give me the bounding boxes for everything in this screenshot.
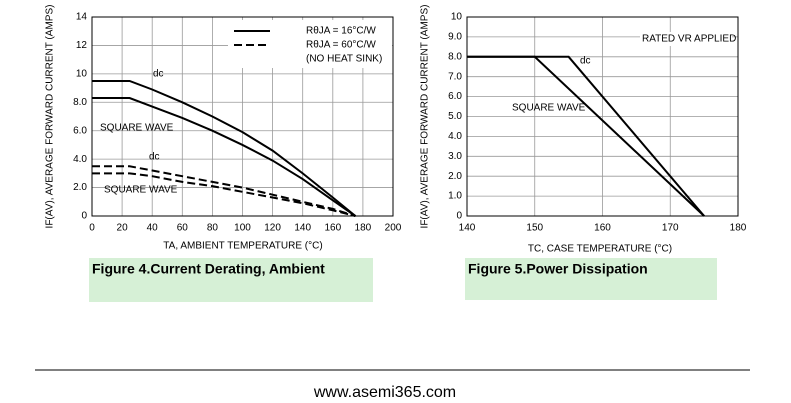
x-tick-label: 180 (730, 223, 747, 234)
y-tick-label: 1.0 (448, 191, 462, 202)
y-tick-label: 10 (451, 12, 463, 23)
x-tick-label: 20 (117, 223, 129, 234)
legend-label: RθJA = 60°C/W (306, 40, 376, 51)
x-tick-label: 40 (147, 223, 159, 234)
series-line (92, 79, 357, 217)
legend-box (228, 20, 392, 68)
plot-frame (466, 16, 739, 217)
x-tick-label: 180 (355, 223, 372, 234)
series-label: SQUARE WAVE (512, 103, 586, 114)
caption: Figure 5.Power Dissipation (468, 261, 648, 277)
series-label: dc (149, 152, 160, 163)
annotation-bg (640, 32, 732, 46)
x-tick-label: 80 (207, 223, 219, 234)
x-axis-label: TC, CASE TEMPERATURE (°C) (528, 244, 672, 255)
y-tick-label: 9.0 (448, 32, 462, 43)
caption-box (465, 258, 717, 300)
series-line (92, 172, 356, 217)
y-tick-label: 2.0 (73, 182, 87, 193)
annotation: RATED VR APPLIED (642, 34, 736, 45)
x-tick-label: 140 (459, 223, 476, 234)
y-tick-label: 6.0 (448, 91, 462, 102)
y-tick-label: 8.0 (73, 97, 87, 108)
y-tick-label: 8.0 (448, 51, 462, 62)
y-tick-label: 4.0 (73, 154, 87, 165)
x-tick-label: 160 (324, 223, 341, 234)
x-tick-label: 140 (294, 223, 311, 234)
series-label: dc (153, 69, 164, 80)
y-tick-label: 6.0 (73, 125, 87, 136)
y-tick-label: 12 (76, 40, 88, 51)
series-label: SQUARE WAVE (100, 123, 174, 134)
footer-text: www.asemi365.com (313, 384, 456, 401)
series-label: SQUARE WAVE (104, 185, 178, 196)
y-axis-label: IF(AV), AVERAGE FORWARD CURRENT (AMPS) (420, 5, 431, 229)
x-tick-label: 120 (264, 223, 281, 234)
x-tick-label: 150 (526, 223, 543, 234)
caption-box (89, 258, 373, 302)
y-tick-label: 4.0 (448, 131, 462, 142)
legend-note: (NO HEAT SINK) (306, 54, 382, 65)
y-tick-label: 7.0 (448, 71, 462, 82)
legend-label: RθJA = 16°C/W (306, 26, 376, 37)
y-tick-label: 10 (76, 68, 88, 79)
x-tick-label: 100 (234, 223, 251, 234)
y-tick-label: 2.0 (448, 171, 462, 182)
series-label: dc (580, 56, 591, 67)
plot-frame (91, 16, 394, 217)
y-axis-label: IF(AV), AVERAGE FORWARD CURRENT (AMPS) (45, 5, 56, 229)
x-tick-label: 170 (662, 223, 679, 234)
x-axis-label: TA, AMBIENT TEMPERATURE (°C) (163, 241, 322, 252)
y-tick-label: 5.0 (448, 111, 462, 122)
x-tick-label: 160 (594, 223, 611, 234)
y-tick-label: 0 (81, 211, 87, 222)
series-line (467, 55, 705, 217)
x-tick-label: 0 (89, 223, 95, 234)
y-tick-label: 14 (76, 12, 88, 23)
y-tick-label: 3.0 (448, 151, 462, 162)
series-line (92, 97, 356, 217)
series-line (92, 165, 356, 217)
caption: Figure 4.Current Derating, Ambient (92, 261, 325, 277)
y-tick-label: 0 (456, 211, 462, 222)
x-tick-label: 200 (385, 223, 402, 234)
x-tick-label: 60 (177, 223, 189, 234)
